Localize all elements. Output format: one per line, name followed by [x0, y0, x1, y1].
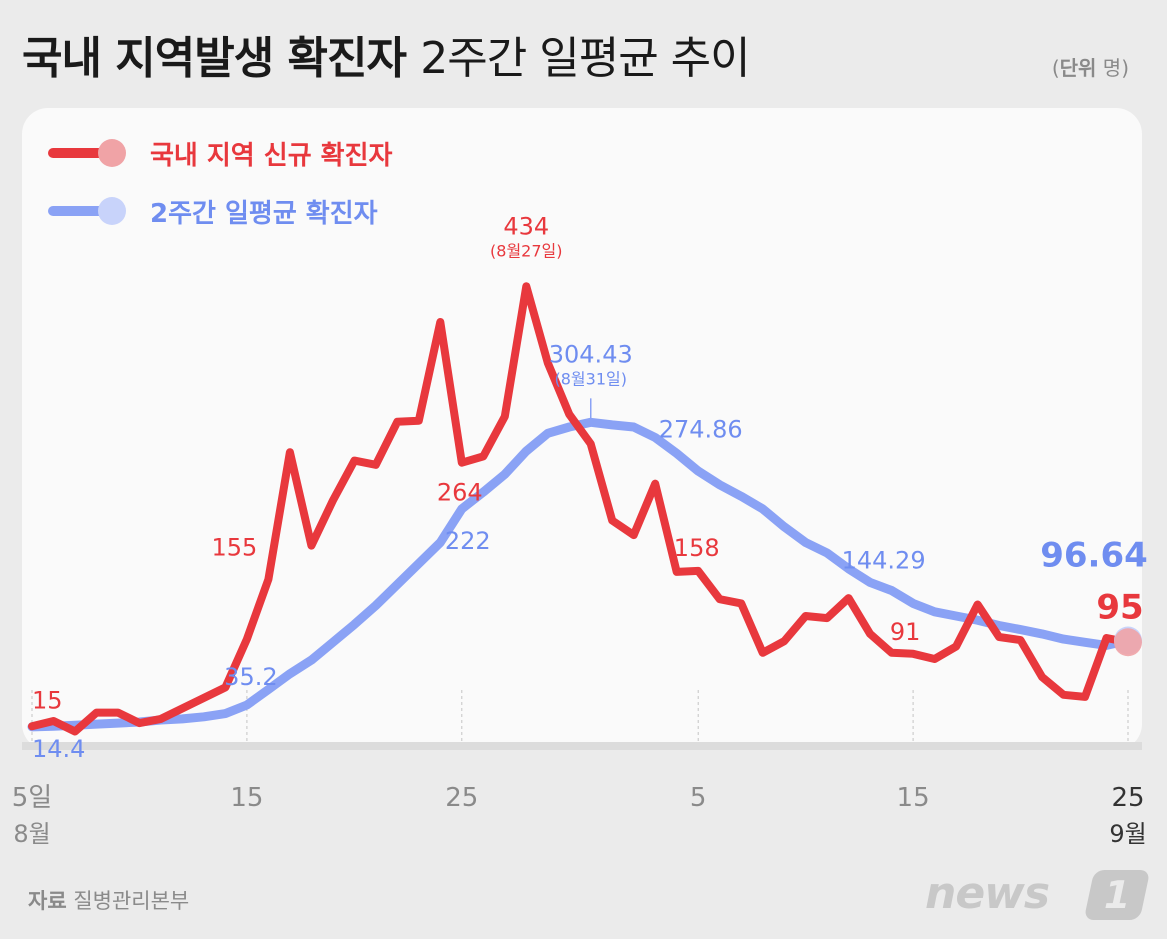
data-label-date: (8월27일) [490, 241, 562, 260]
x-tick-label: 25 [445, 783, 478, 813]
x-tick-sublabel: 9월 [1109, 820, 1146, 848]
data-label: 96.64 [1040, 536, 1148, 576]
legend-swatch-average [48, 197, 126, 225]
x-tick-label: 25 [1111, 783, 1144, 813]
data-label: 144.29 [842, 546, 926, 574]
source-note: 자료 질병관리본부 [28, 885, 189, 915]
x-tick-label: 5 [690, 783, 707, 813]
legend-dot-daily [98, 139, 126, 167]
legend-item-daily: 국내 지역 신규 확진자 [48, 124, 392, 182]
legend: 국내 지역 신규 확진자 2주간 일평균 확진자 [48, 124, 392, 240]
chart-title: 국내 지역발생 확진자 2주간 일평균 추이 [22, 22, 751, 86]
data-label: 304.43 [549, 340, 633, 368]
unit-bold: 단위 [1059, 56, 1097, 80]
data-label: 95 [1096, 587, 1143, 627]
logo-text: news [925, 868, 1050, 919]
data-label: 434 [503, 212, 549, 240]
chart-title-bold: 국내 지역발생 확진자 [22, 33, 407, 84]
source-name: 질병관리본부 [73, 889, 190, 913]
x-tick-label: 5일 [12, 783, 52, 813]
unit-label: (단위 명) [1052, 52, 1129, 81]
data-label: 274.86 [659, 415, 743, 443]
legend-dot-average [98, 197, 126, 225]
x-axis-band [22, 742, 1142, 750]
x-tick-sublabel: 8월 [13, 820, 50, 848]
data-label-date: (8월31일) [555, 369, 627, 388]
news1-logo: news 1 [925, 868, 1151, 924]
data-label: 222 [445, 527, 491, 555]
x-tick-label: 15 [230, 783, 263, 813]
daily-end-marker [1114, 628, 1142, 657]
data-label: 91 [890, 618, 921, 646]
legend-label-average: 2주간 일평균 확진자 [150, 198, 378, 229]
legend-swatch-daily [48, 139, 126, 167]
source-prefix: 자료 [28, 889, 67, 913]
legend-label-daily: 국내 지역 신규 확진자 [150, 140, 393, 171]
data-label: 264 [437, 479, 483, 507]
unit-rest: 명) [1096, 56, 1129, 80]
unit-prefix: ( [1051, 56, 1060, 80]
data-label: 14.4 [32, 735, 85, 763]
logo-badge: 1 [1083, 870, 1151, 920]
data-label: 158 [674, 534, 720, 562]
data-label: 155 [211, 533, 257, 561]
average-cases-line [27, 417, 1133, 732]
x-tick-label: 15 [897, 783, 930, 813]
data-label: 35.2 [224, 663, 277, 691]
chart-title-rest: 2주간 일평균 추이 [420, 33, 750, 84]
data-label: 15 [32, 686, 63, 714]
legend-item-average: 2주간 일평균 확진자 [48, 182, 392, 240]
daily-cases-line [28, 282, 1132, 736]
